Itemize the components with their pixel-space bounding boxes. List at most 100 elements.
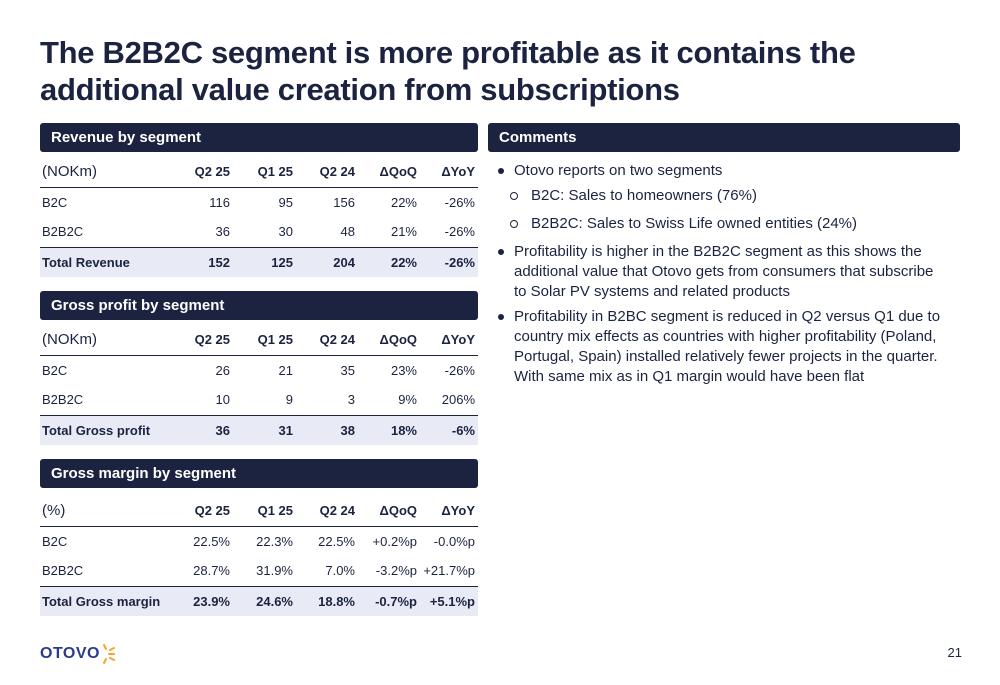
unit-label: (NOKm) (40, 325, 175, 356)
table-cell: 9 (285, 392, 293, 408)
table-cell: 31 (233, 414, 296, 445)
bullet-icon (498, 314, 504, 320)
table-cell: 26 (215, 362, 230, 378)
table-cell: 22% (390, 194, 417, 210)
table-cell: 22.5% (318, 533, 355, 549)
total-row: Total Revenue 152 125 204 22% -26% (40, 246, 478, 277)
table-cell: 35 (340, 362, 355, 378)
column-header: Q2 24 (296, 496, 358, 527)
row-label: B2B2C (42, 224, 84, 240)
table-cell: -26% (420, 246, 478, 277)
column-header: Q2 25 (175, 496, 233, 527)
table-cell: -26% (444, 194, 475, 210)
comment-subitem: B2B2C: Sales to Swiss Life owned entitie… (488, 214, 948, 234)
row-label: B2B2C (42, 392, 84, 408)
total-row: Total Gross profit 36 31 38 18% -6% (40, 414, 478, 445)
column-header: ΔYoY (420, 157, 478, 188)
row-label: Total Gross profit (40, 414, 175, 445)
table-cell: 204 (296, 246, 358, 277)
table-cell: 95 (278, 194, 293, 210)
total-row: Total Gross margin 23.9% 24.6% 18.8% -0.… (40, 585, 478, 616)
table-cell: 24.6% (233, 585, 296, 616)
table-row: B2B2C 36 30 48 21% -26% (40, 217, 478, 247)
column-header: Q2 25 (175, 157, 233, 188)
row-label: B2C (42, 194, 68, 210)
table-row: B2C 22.5% 22.3% 22.5% +0.2%p -0.0%p (40, 526, 478, 556)
column-header: ΔQoQ (358, 496, 420, 527)
page-title: The B2B2C segment is more profitable as … (40, 35, 856, 107)
table-row: B2C 116 95 156 22% -26% (40, 187, 478, 217)
table-cell: 21% (390, 224, 417, 240)
table-row: B2B2C 10 9 3 9% 206% (40, 385, 478, 415)
table-row: B2B2C 28.7% 31.9% 7.0% -3.2%p +21.7%p (40, 556, 478, 586)
row-label: B2B2C (42, 563, 84, 579)
table-cell: 3 (347, 392, 355, 408)
table-cell: 38 (296, 414, 358, 445)
table-cell: 18% (358, 414, 420, 445)
table-cell: 9% (398, 392, 417, 408)
table-cell: 22% (358, 246, 420, 277)
hollow-bullet-icon (510, 220, 518, 228)
row-label: Total Revenue (40, 246, 175, 277)
table-header-row: (NOKm) Q2 25 Q1 25 Q2 24 ΔQoQ ΔYoY (40, 157, 478, 188)
table-cell: -6% (420, 414, 478, 445)
gross-profit-section-header: Gross profit by segment (40, 291, 478, 320)
table-cell: 23.9% (175, 585, 233, 616)
column-header: ΔYoY (420, 325, 478, 356)
logo-text: OTOVO (40, 645, 100, 662)
table-cell: 116 (209, 194, 230, 210)
table-cell: 156 (333, 194, 355, 210)
comments-section-header: Comments (488, 123, 960, 152)
sun-icon (103, 644, 115, 664)
gross-profit-table: (NOKm) Q2 25 Q1 25 Q2 24 ΔQoQ ΔYoY B2C 2… (40, 325, 478, 445)
unit-label: (%) (40, 496, 175, 527)
hollow-bullet-icon (510, 192, 518, 200)
table-cell: -0.0%p (433, 533, 475, 549)
table-cell: 48 (340, 224, 355, 240)
unit-label: (NOKm) (40, 157, 175, 188)
table-cell: 152 (175, 246, 233, 277)
table-cell: 28.7% (193, 563, 230, 579)
column-header: Q1 25 (233, 325, 296, 356)
comment-item: Otovo reports on two segments (488, 161, 948, 181)
table-cell: 7.0% (325, 563, 355, 579)
otovo-logo: OTOVO (40, 640, 115, 668)
table-cell: 10 (215, 392, 230, 408)
table-cell: 23% (390, 362, 417, 378)
comment-text: B2C: Sales to homeowners (76%) (531, 187, 757, 204)
column-header: Q2 25 (175, 325, 233, 356)
row-label: B2C (42, 533, 68, 549)
revenue-section-header: Revenue by segment (40, 123, 478, 152)
table-cell: 125 (233, 246, 296, 277)
table-cell: 21 (278, 362, 293, 378)
row-label: B2C (42, 362, 68, 378)
table-cell: +0.2%p (372, 533, 417, 549)
gross-margin-table: (%) Q2 25 Q1 25 Q2 24 ΔQoQ ΔYoY B2C 22.5… (40, 496, 478, 616)
comment-item: Profitability is higher in the B2B2C seg… (488, 242, 948, 302)
column-header: ΔYoY (420, 496, 478, 527)
table-cell: 206% (441, 392, 475, 408)
table-row: B2C 26 21 35 23% -26% (40, 355, 478, 385)
table-cell: 18.8% (296, 585, 358, 616)
gross-margin-section-header: Gross margin by segment (40, 459, 478, 488)
table-cell: 30 (278, 224, 293, 240)
table-cell: -26% (444, 224, 475, 240)
page-number: 21 (947, 645, 962, 660)
row-label: Total Gross margin (40, 585, 175, 616)
table-header-row: (NOKm) Q2 25 Q1 25 Q2 24 ΔQoQ ΔYoY (40, 325, 478, 356)
table-cell: +21.7%p (423, 563, 475, 579)
column-header: ΔQoQ (358, 157, 420, 188)
comment-text: Profitability in B2BC segment is reduced… (514, 308, 941, 385)
table-cell: 31.9% (256, 563, 293, 579)
comment-text: B2B2C: Sales to Swiss Life owned entitie… (531, 215, 857, 232)
comment-text: Profitability is higher in the B2B2C seg… (514, 243, 934, 300)
table-cell: 36 (175, 414, 233, 445)
comments-list: Otovo reports on two segments B2C: Sales… (488, 161, 948, 392)
revenue-table: (NOKm) Q2 25 Q1 25 Q2 24 ΔQoQ ΔYoY B2C 1… (40, 157, 478, 277)
comment-subitem: B2C: Sales to homeowners (76%) (488, 186, 948, 206)
column-header: Q1 25 (233, 157, 296, 188)
table-cell: +5.1%p (420, 585, 478, 616)
bullet-icon (498, 249, 504, 255)
table-cell: 22.3% (256, 533, 293, 549)
table-cell: 22.5% (193, 533, 230, 549)
